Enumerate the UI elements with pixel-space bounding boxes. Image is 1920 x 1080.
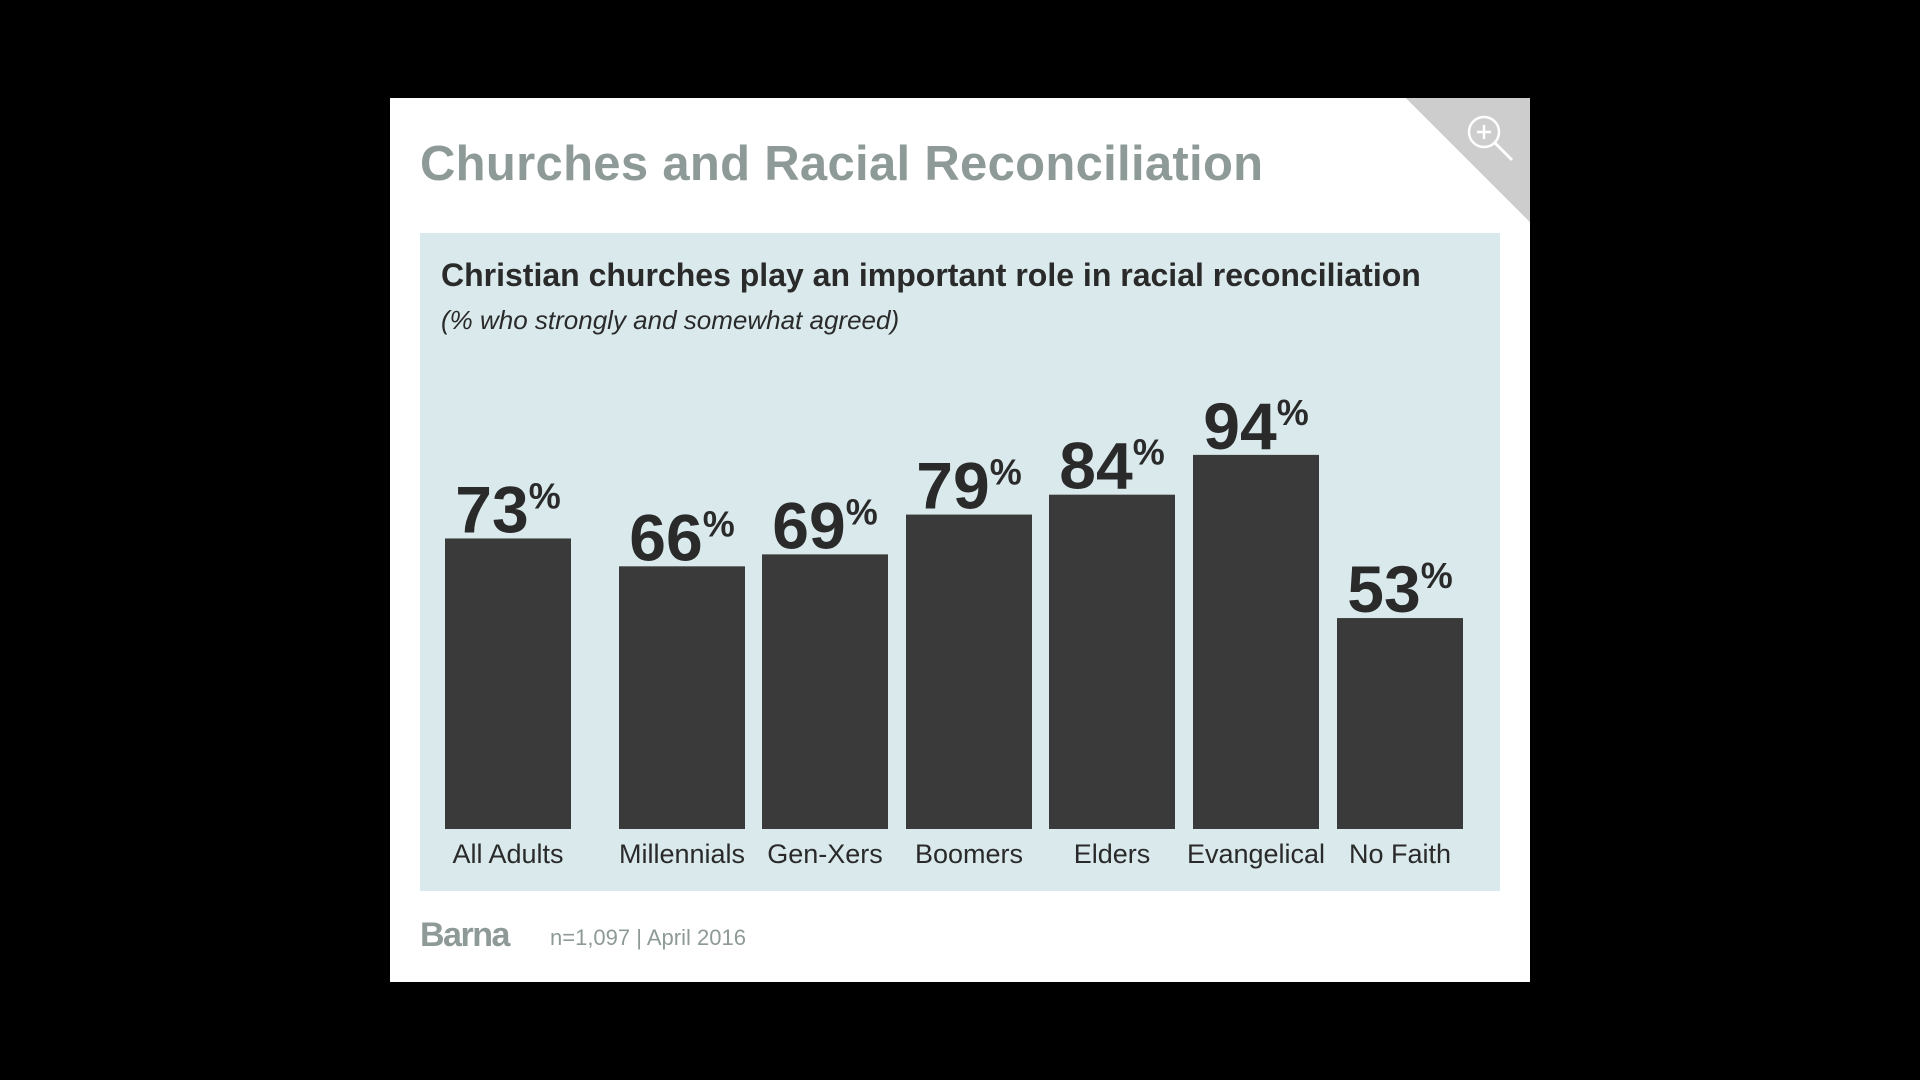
infographic-card: Churches and Racial Reconciliation 73% Al… — [390, 98, 1530, 982]
category-label: No Faith — [1349, 839, 1451, 869]
category-label: Elders — [1074, 839, 1151, 869]
zoom-button[interactable] — [1406, 98, 1530, 222]
category-label: Boomers — [915, 839, 1023, 869]
sample-info: n=1,097 | April 2016 — [550, 925, 746, 950]
bar-millennials — [619, 566, 745, 829]
bar-no-faith — [1337, 618, 1463, 829]
category-label: Gen-Xers — [767, 839, 883, 869]
data-label: 73% — [455, 472, 560, 546]
category-label: Millennials — [619, 839, 745, 869]
bar-boomers — [906, 514, 1032, 829]
bar-chart: 73% All Adults 66% Millennials 69% Gen-Xers 79… — [445, 389, 1463, 869]
data-label: 94% — [1203, 389, 1308, 463]
category-label: Evangelical — [1187, 839, 1325, 869]
chart-title: Christian churches play an important rol… — [441, 257, 1421, 293]
bar-evangelical — [1193, 454, 1319, 829]
bar-gen-xers — [762, 554, 888, 829]
data-label: 69% — [772, 488, 877, 562]
page-title: Churches and Racial Reconciliation — [420, 137, 1264, 191]
bar-all-adults — [445, 538, 571, 829]
bar-elders — [1049, 494, 1175, 829]
barna-logo: Barna — [420, 916, 510, 954]
category-label: All Adults — [452, 839, 563, 869]
data-label: 53% — [1347, 552, 1452, 626]
chart-subtitle: (% who strongly and somewhat agreed) — [441, 305, 900, 335]
data-label: 84% — [1059, 429, 1164, 503]
data-label: 66% — [629, 500, 734, 574]
data-label: 79% — [916, 449, 1021, 523]
chart-panel: 73% All Adults 66% Millennials 69% Gen-Xers 79… — [420, 233, 1500, 891]
zoom-in-icon — [1467, 115, 1514, 162]
